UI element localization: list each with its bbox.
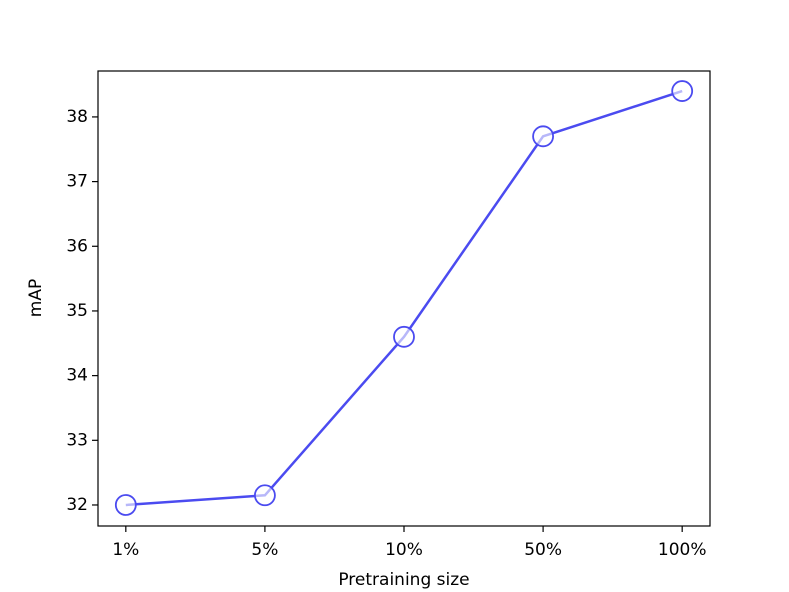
data-point: [254, 484, 276, 507]
x-tick-label: 1%: [112, 540, 139, 560]
data-point: [532, 125, 554, 148]
y-tick-label: 38: [66, 107, 88, 127]
x-axis-label: Pretraining size: [338, 570, 469, 590]
y-tick-label: 33: [66, 430, 88, 450]
y-tick-label: 34: [66, 366, 88, 386]
data-point: [671, 80, 694, 102]
y-tick-label: 36: [66, 236, 88, 256]
data-line: [125, 89, 683, 507]
y-tick-label: 32: [66, 495, 88, 515]
y-tick-label: 35: [66, 301, 88, 321]
x-tick-label: 50%: [524, 540, 562, 560]
x-tick-label: 5%: [251, 540, 278, 560]
x-tick-label: 100%: [658, 540, 707, 560]
x-tick-label: 10%: [385, 540, 423, 560]
plot-frame: [97, 70, 711, 527]
data-point: [114, 494, 137, 516]
y-tick-label: 37: [66, 172, 88, 192]
data-point: [393, 325, 415, 348]
y-axis-label: mAP: [26, 279, 46, 317]
